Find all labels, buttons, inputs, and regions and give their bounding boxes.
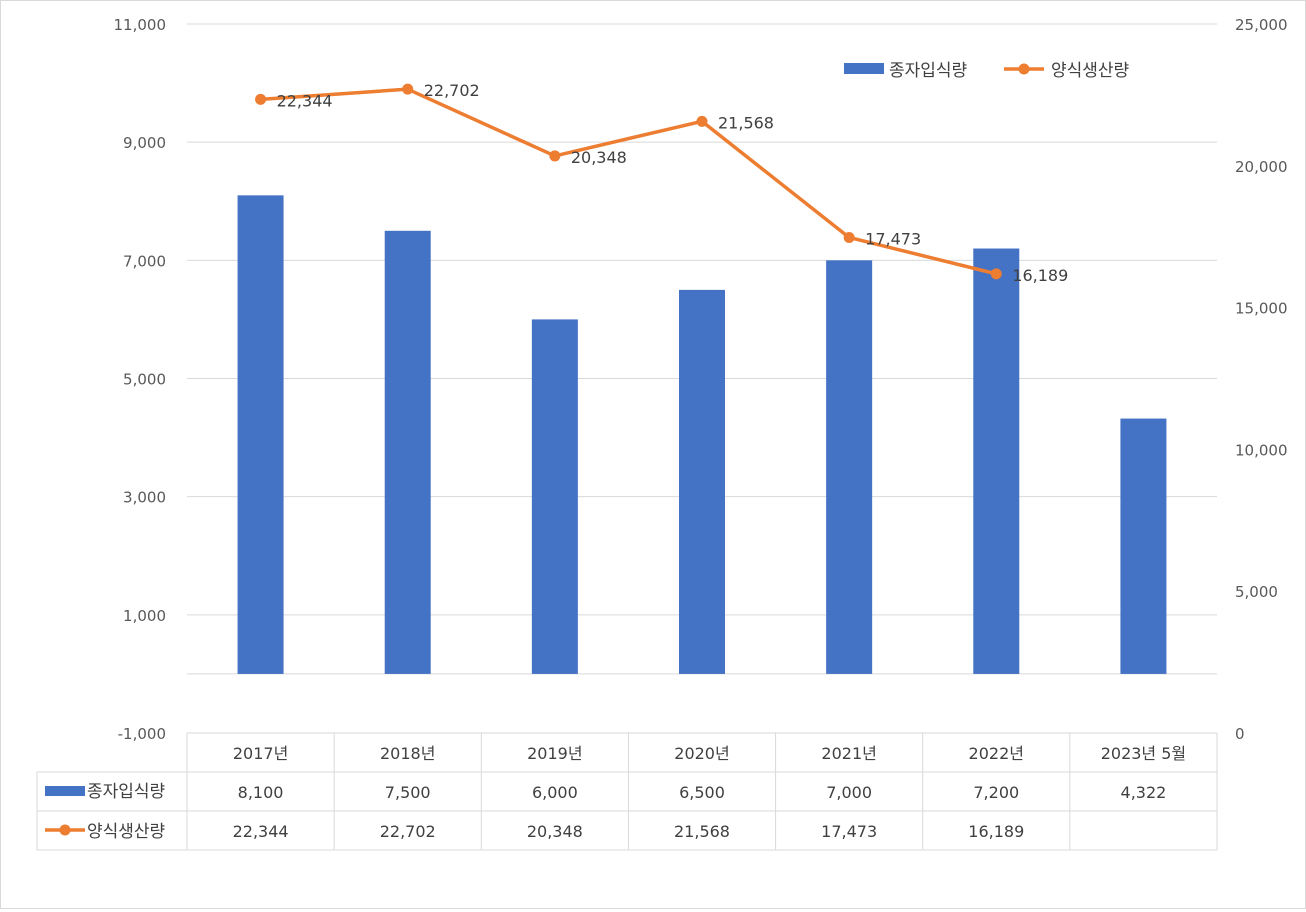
line-data-label: 22,702: [424, 81, 480, 100]
table-cell-line-value: 22,344: [233, 822, 289, 841]
bar: [973, 248, 1020, 674]
table-line-key-marker: [59, 824, 71, 836]
bar: [237, 195, 284, 674]
legend-bar-label: 종자입식량: [889, 61, 968, 81]
table-cell-bar-value: 7,500: [385, 783, 431, 802]
table-category-label: 2020년: [674, 744, 729, 763]
table-category-label: 2023년 5월: [1101, 744, 1186, 763]
line-data-label: 17,473: [865, 229, 921, 248]
right-axis-tick-label: 5,000: [1235, 583, 1278, 601]
bar-series: [237, 195, 1167, 674]
line-series: 22,344 22,702 20,348 21,568 17,473 16,189: [255, 81, 1068, 285]
table-cell-bar-value: 7,000: [826, 783, 872, 802]
right-axis-tick-label: 25,000: [1235, 16, 1288, 34]
table-cell-line-value: 22,702: [380, 822, 436, 841]
left-axis-tick-label: 5,000: [123, 371, 166, 389]
line-data-label: 21,568: [718, 113, 774, 132]
bar: [826, 260, 873, 674]
line-point: [990, 268, 1002, 280]
left-axis: -1,000 1,000 3,000 5,000 7,000 9,000 11,000: [114, 16, 167, 743]
table-category-label: 2018년: [380, 744, 435, 763]
table-cell-line-value: 17,473: [821, 822, 877, 841]
table-category-label: 2017년: [233, 744, 288, 763]
table-row-label-line: 양식생산량: [87, 822, 166, 842]
left-axis-tick-label: 11,000: [114, 16, 167, 34]
right-axis-tick-label: 10,000: [1235, 441, 1288, 459]
bar: [384, 230, 431, 674]
table-cell-line-value: 20,348: [527, 822, 583, 841]
right-axis: 0 5,000 10,000 15,000 20,000 25,000: [1235, 16, 1288, 743]
table-cell-bar-value: 8,100: [238, 783, 284, 802]
table-cell-line-value: 16,189: [968, 822, 1024, 841]
right-axis-tick-label: 20,000: [1235, 158, 1288, 176]
line-point: [402, 83, 414, 95]
table-category-label: 2021년: [821, 744, 876, 763]
table-category-label: 2019년: [527, 744, 582, 763]
table-bar-key: [45, 786, 85, 796]
right-axis-tick-label: 0: [1235, 725, 1245, 743]
line-data-label: 16,189: [1012, 266, 1068, 285]
left-axis-tick-label: 3,000: [123, 489, 166, 507]
table-cell-bar-value: 6,500: [679, 783, 725, 802]
table-cell-bar-value: 7,200: [973, 783, 1019, 802]
left-axis-tick-label: 7,000: [123, 252, 166, 270]
legend-line-label: 양식생산량: [1051, 61, 1130, 81]
line-point: [843, 231, 855, 243]
table-category-label: 2022년: [969, 744, 1024, 763]
legend-bar-swatch: [844, 63, 884, 74]
table-cell-bar-value: 4,322: [1121, 783, 1167, 802]
line-point: [549, 150, 561, 162]
line-point: [255, 93, 267, 105]
line-point: [696, 115, 708, 127]
table-row-label-bar: 종자입식량: [87, 782, 166, 802]
table-cell-line-value: 21,568: [674, 822, 730, 841]
left-axis-tick-label: 1,000: [123, 607, 166, 625]
data-table: 2017년 2018년 2019년 2020년 2021년 2022년 2023년 5월종자…: [36, 732, 1218, 851]
line-data-label: 20,348: [571, 148, 627, 167]
legend: 종자입식량 양식생산량: [844, 61, 1130, 81]
left-axis-tick-label: -1,000: [118, 725, 166, 743]
line-series-path: [258, 87, 999, 276]
right-axis-tick-label: 15,000: [1235, 300, 1288, 318]
bar: [1120, 418, 1167, 674]
bar: [531, 319, 578, 674]
line-data-label: 22,344: [277, 91, 333, 110]
bar: [679, 289, 725, 674]
table-cell-bar-value: 6,000: [532, 783, 578, 802]
left-axis-tick-label: 9,000: [123, 134, 166, 152]
legend-line-marker: [1018, 63, 1030, 75]
